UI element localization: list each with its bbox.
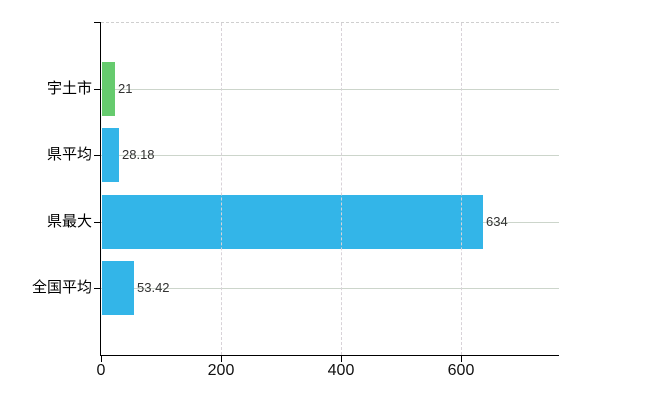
vertical-gridline <box>221 23 222 355</box>
x-axis-tick <box>101 356 102 362</box>
x-axis-tick <box>461 356 462 362</box>
x-axis-tick-label: 200 <box>207 362 235 379</box>
x-axis-line <box>100 355 559 356</box>
x-axis-tick-label: 600 <box>447 362 475 379</box>
category-label: 県最大 <box>46 213 92 230</box>
y-axis-tick <box>94 288 101 289</box>
bar <box>102 128 119 182</box>
bar <box>102 195 483 249</box>
horizontal-gridline <box>101 288 559 289</box>
vertical-gridline <box>341 23 342 355</box>
category-label: 宇土市 <box>46 80 92 97</box>
x-axis-tick-label: 400 <box>327 362 355 379</box>
horizontal-gridline <box>101 89 559 90</box>
bar <box>102 62 115 116</box>
x-axis-tick-label: 0 <box>96 362 106 379</box>
category-label: 県平均 <box>46 146 92 163</box>
y-axis-top-tick <box>94 22 101 23</box>
plot-top-border <box>101 22 559 23</box>
bar-value-label: 28.18 <box>122 147 155 162</box>
x-axis-tick <box>221 356 222 362</box>
bar-value-label: 634 <box>486 214 508 229</box>
bar-value-label: 21 <box>118 81 133 96</box>
horizontal-gridline <box>101 155 559 156</box>
y-axis-tick <box>94 89 101 90</box>
y-axis-tick <box>94 222 101 223</box>
y-axis-tick <box>94 155 101 156</box>
y-axis-line <box>100 22 101 356</box>
x-axis-tick <box>341 356 342 362</box>
bar <box>102 261 134 315</box>
vertical-gridline <box>461 23 462 355</box>
bar-value-label: 53.42 <box>137 280 170 295</box>
category-label: 全国平均 <box>31 279 92 296</box>
